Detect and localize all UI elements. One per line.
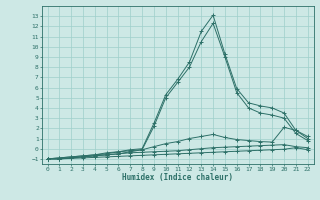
X-axis label: Humidex (Indice chaleur): Humidex (Indice chaleur) <box>122 173 233 182</box>
